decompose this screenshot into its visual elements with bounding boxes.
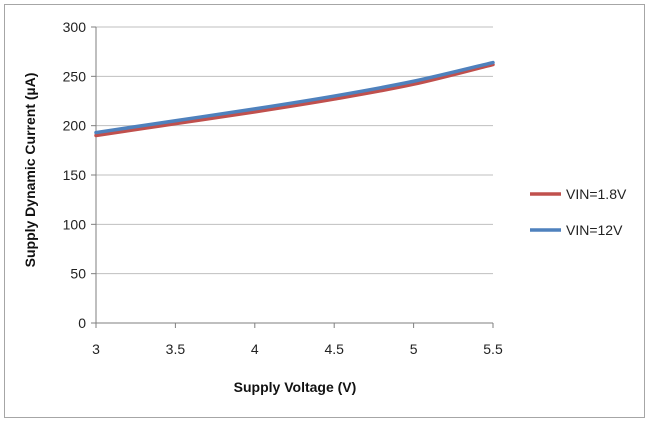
series-lines [94, 60, 495, 138]
x-tick-label: 4 [251, 341, 259, 357]
x-tick-label: 3 [92, 341, 100, 357]
y-tick-label: 200 [63, 118, 87, 134]
x-tick-labels: 3 3.5 4 4.5 5 5.5 [92, 341, 503, 357]
y-tick-label: 300 [63, 19, 87, 35]
series-line-1 [94, 60, 495, 135]
gridlines [91, 26, 493, 324]
x-tick-label: 5.5 [483, 341, 503, 357]
y-tick-label: 100 [63, 216, 87, 232]
y-tick-labels: 0 50 100 150 200 250 300 [63, 19, 87, 331]
legend-label-0: VIN=1.8V [566, 186, 627, 202]
x-tick-label: 3.5 [166, 341, 186, 357]
series-line-0 [94, 62, 495, 138]
x-tick-label: 4.5 [324, 341, 344, 357]
x-tick-label: 5 [410, 341, 418, 357]
y-tick-label: 250 [63, 68, 87, 84]
y-tick-label: 0 [78, 315, 86, 331]
legend-label-1: VIN=12V [566, 222, 623, 238]
y-tick-label: 150 [63, 167, 87, 183]
chart-svg: 0 50 100 150 200 250 300 3 3.5 4 4.5 5 5.5 VIN=1.8V… [22, 19, 627, 395]
y-tick-label: 50 [70, 266, 86, 282]
x-axis-title: Supply Voltage (V) [234, 379, 357, 395]
chart-frame: 0 50 100 150 200 250 300 3 3.5 4 4.5 5 5.5 VIN=1.8V… [4, 4, 645, 418]
axes [95, 27, 494, 328]
legend: VIN=1.8V VIN=12V [530, 186, 627, 238]
y-axis-title: Supply Dynamic Current (µA) [22, 73, 38, 268]
